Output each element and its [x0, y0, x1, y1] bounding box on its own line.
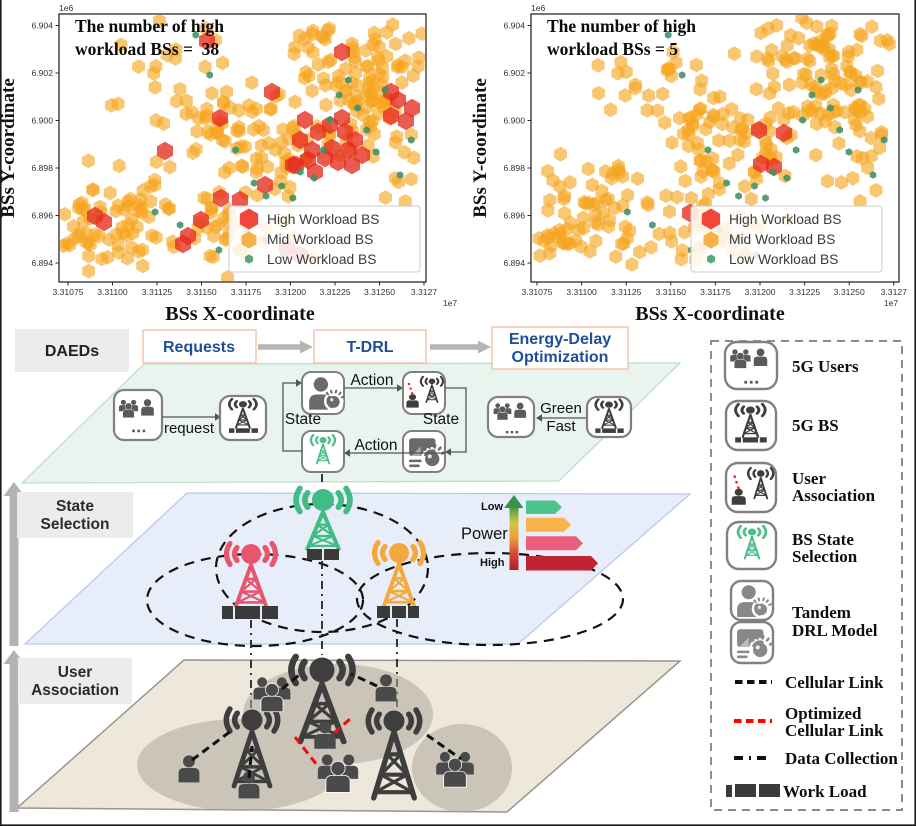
svg-text:3.31150: 3.31150 — [186, 287, 217, 297]
svg-text:request: request — [164, 420, 215, 437]
svg-text:3.31250: 3.31250 — [364, 287, 395, 297]
svg-text:Association: Association — [792, 486, 876, 505]
svg-text:3.31225: 3.31225 — [319, 287, 350, 297]
svg-text:Cellular Link: Cellular Link — [785, 721, 884, 740]
svg-text:workload BSs = 5: workload BSs = 5 — [547, 39, 678, 59]
svg-text:6.896: 6.896 — [503, 211, 525, 221]
svg-text:Low: Low — [481, 501, 503, 513]
svg-text:3.31075: 3.31075 — [521, 287, 552, 297]
svg-text:3.31250: 3.31250 — [834, 287, 865, 297]
svg-text:Tandem: Tandem — [792, 603, 851, 622]
svg-text:6.894: 6.894 — [31, 258, 53, 268]
svg-text:Low Workload BS: Low Workload BS — [729, 252, 838, 267]
svg-text:BSs X-coordinate: BSs X-coordinate — [635, 303, 785, 325]
svg-text:3.31100: 3.31100 — [97, 287, 128, 297]
svg-text:Selection: Selection — [792, 547, 858, 566]
svg-text:Action: Action — [354, 437, 397, 454]
svg-text:1e7: 1e7 — [884, 298, 899, 308]
svg-text:BS State: BS State — [792, 530, 854, 549]
svg-text:5G Users: 5G Users — [792, 357, 859, 376]
svg-text:Low Workload BS: Low Workload BS — [267, 252, 376, 267]
svg-text:5G BS: 5G BS — [792, 416, 839, 435]
svg-text:Association: Association — [31, 682, 119, 699]
svg-text:6.902: 6.902 — [31, 68, 53, 78]
svg-text:DRL Model: DRL Model — [792, 621, 878, 640]
svg-text:BSs X-coordinate: BSs X-coordinate — [165, 303, 315, 325]
svg-text:T-DRL: T-DRL — [346, 339, 393, 356]
svg-text:6.898: 6.898 — [31, 163, 53, 173]
svg-text:State: State — [423, 411, 459, 428]
svg-text:Requests: Requests — [163, 339, 235, 356]
svg-text:6.902: 6.902 — [503, 68, 525, 78]
svg-text:6.898: 6.898 — [503, 163, 525, 173]
svg-text:6.894: 6.894 — [503, 258, 525, 268]
svg-text:3.31200: 3.31200 — [275, 287, 306, 297]
svg-text:Energy-Delay: Energy-Delay — [509, 331, 611, 348]
svg-text:BSs Y-coordinate: BSs Y-coordinate — [470, 78, 491, 218]
svg-text:Mid Workload BS: Mid Workload BS — [729, 232, 835, 247]
svg-text:3.31175: 3.31175 — [231, 287, 262, 297]
svg-text:State: State — [285, 411, 321, 428]
svg-text:Data Collection: Data Collection — [785, 749, 898, 768]
svg-text:6.904: 6.904 — [31, 21, 53, 31]
svg-text:BSs Y-coordinate: BSs Y-coordinate — [0, 78, 19, 218]
svg-text:3.31200: 3.31200 — [744, 287, 775, 297]
svg-text:DAEDs: DAEDs — [45, 343, 99, 360]
svg-text:Fast: Fast — [546, 418, 576, 435]
svg-text:3.31125: 3.31125 — [611, 287, 642, 297]
svg-text:6.904: 6.904 — [503, 21, 525, 31]
svg-text:High Workload BS: High Workload BS — [729, 212, 841, 227]
svg-text:The number of high: The number of high — [547, 16, 696, 36]
svg-text:1e6: 1e6 — [59, 3, 74, 13]
svg-text:High Workload BS: High Workload BS — [267, 212, 379, 227]
svg-text:Power: Power — [461, 525, 508, 543]
svg-text:3.3127: 3.3127 — [881, 287, 908, 297]
svg-text:Cellular Link: Cellular Link — [785, 673, 884, 692]
svg-text:3.31150: 3.31150 — [656, 287, 687, 297]
svg-text:Mid Workload BS: Mid Workload BS — [267, 232, 373, 247]
svg-text:State: State — [56, 498, 94, 515]
svg-text:3.31075: 3.31075 — [52, 287, 83, 297]
svg-text:User: User — [792, 469, 826, 488]
svg-text:1e6: 1e6 — [531, 3, 546, 13]
svg-text:Optimized: Optimized — [785, 704, 862, 723]
svg-text:6.896: 6.896 — [31, 211, 53, 221]
svg-text:workload BSs = 38: workload BSs = 38 — [75, 39, 219, 59]
svg-text:Action: Action — [350, 372, 393, 389]
svg-text:High: High — [480, 557, 505, 569]
svg-text:Work Load: Work Load — [783, 782, 867, 801]
svg-text:3.31100: 3.31100 — [566, 287, 597, 297]
svg-text:6.900: 6.900 — [503, 116, 525, 126]
svg-text:3.31225: 3.31225 — [789, 287, 820, 297]
svg-text:6.900: 6.900 — [31, 116, 53, 126]
svg-text:1e7: 1e7 — [443, 298, 458, 308]
svg-text:Green: Green — [540, 400, 582, 417]
svg-text:The number of high: The number of high — [75, 16, 224, 36]
svg-text:Selection: Selection — [41, 516, 110, 533]
svg-text:Optimization: Optimization — [512, 349, 609, 366]
svg-text:3.3127: 3.3127 — [411, 287, 438, 297]
svg-text:3.31175: 3.31175 — [700, 287, 731, 297]
svg-text:3.31125: 3.31125 — [142, 287, 173, 297]
svg-text:User: User — [58, 664, 92, 681]
